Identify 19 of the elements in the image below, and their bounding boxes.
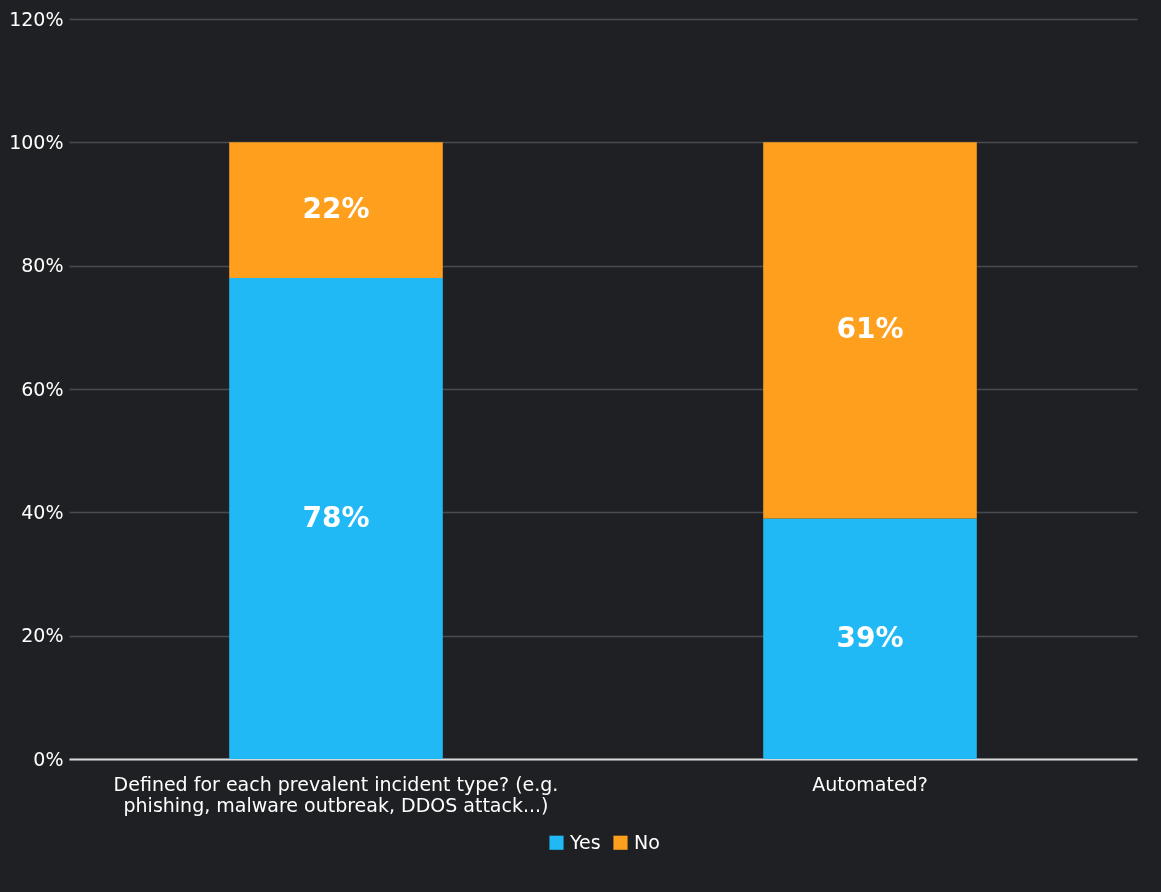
y-tick-label: 120% bbox=[9, 7, 64, 30]
y-tick-label: 20% bbox=[21, 624, 64, 647]
data-label: 22% bbox=[302, 192, 370, 226]
x-tick-label: Automated? bbox=[812, 772, 928, 795]
legend-label: Yes bbox=[569, 830, 601, 853]
data-label: 39% bbox=[836, 620, 904, 654]
bar bbox=[229, 278, 443, 759]
bar bbox=[763, 518, 977, 759]
y-tick-label: 0% bbox=[33, 747, 64, 770]
y-tick-label: 100% bbox=[9, 130, 64, 153]
legend-label: No bbox=[634, 830, 660, 853]
bar bbox=[229, 142, 443, 278]
data-label: 61% bbox=[836, 312, 904, 346]
bar bbox=[763, 142, 977, 519]
data-label: 78% bbox=[302, 500, 370, 534]
x-tick-label: Defined for each prevalent incident type? (e.g. phishing, malware outbreak, DDOS attack...) bbox=[113, 772, 559, 816]
y-tick-label: 40% bbox=[21, 500, 64, 523]
y-tick-label: 80% bbox=[21, 254, 64, 277]
y-tick-label: 60% bbox=[21, 377, 64, 400]
